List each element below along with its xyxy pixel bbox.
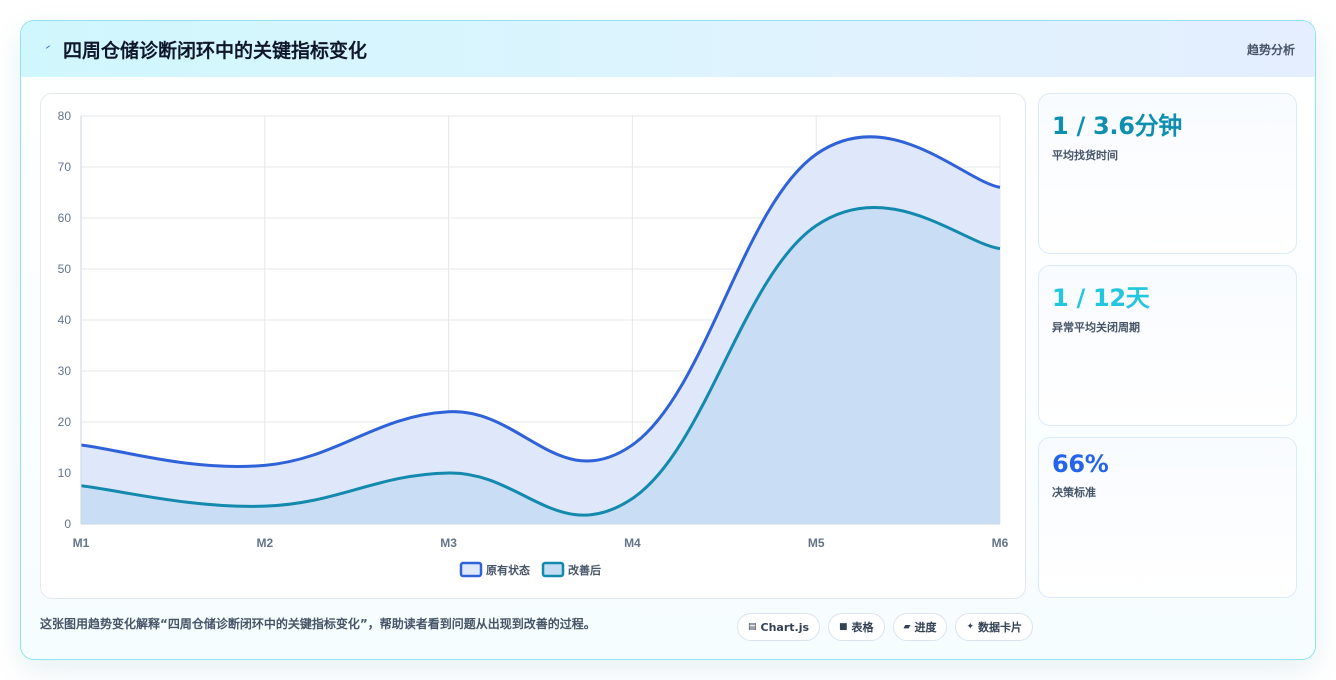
progress-icon: ▰ [903, 622, 911, 632]
card-header: 四周仓储诊断闭环中的关键指标变化 趋势分析 [21, 21, 1315, 77]
y-tick-label: 70 [58, 160, 72, 174]
data-point [447, 410, 450, 413]
tool-chips: ▤ Chart.js ■ 表格 ▰ 进度 ✦ 数据卡片 [737, 613, 1034, 641]
area-chart: 0 10 20 30 40 50 60 70 80 M1 M2 M3 M4 M5 M6 原有状态 改善后 [58, 109, 1009, 578]
data-point [815, 224, 818, 227]
chart-panel: 0 10 20 30 40 50 60 70 80 M1 M2 M3 M4 M5 M6 原有状态 改善后 [40, 93, 1026, 599]
series-line-0 [80, 135, 1001, 469]
data-point [999, 247, 1002, 250]
chip-data-card[interactable]: ✦ 数据卡片 [955, 613, 1034, 641]
title-wrap: 四周仓储诊断闭环中的关键指标变化 [41, 36, 367, 63]
series-line-1 [80, 206, 1001, 517]
kpi-label: 平均找货时间 [1052, 149, 1118, 162]
chart-icon: ▤ [748, 622, 757, 632]
x-tick-label: M1 [73, 536, 90, 550]
kpi-card-exception-close-cycle: 1 / 12天 异常平均关闭周期 [1038, 265, 1297, 426]
data-point [263, 505, 266, 508]
kpi-value: 1 / 12天 [1052, 284, 1150, 312]
x-tick-label: M6 [992, 536, 1009, 550]
series-area-1 [81, 207, 1000, 524]
trend-analysis-tag: 趋势分析 [1246, 42, 1295, 57]
chip-label: Chart.js [760, 620, 810, 634]
kpi-card-decision-standard: 66% 决策标准 [1038, 437, 1297, 598]
legend-label: 原有状态 [486, 563, 530, 577]
y-tick-label: 0 [64, 517, 71, 531]
chip-chartjs[interactable]: ▤ Chart.js [737, 613, 821, 641]
kpi-card-avg-pick-time: 1 / 3.6分钟 平均找货时间 [1038, 93, 1297, 254]
page-title: 四周仓储诊断闭环中的关键指标变化 [63, 39, 368, 62]
data-point [447, 472, 450, 475]
kpi-value: 1 / 3.6分钟 [1052, 112, 1182, 140]
data-point [263, 464, 266, 467]
chart-card: 四周仓储诊断闭环中的关键指标变化 趋势分析 0 10 20 30 40 50 60 70 80 M… [20, 20, 1316, 660]
data-point [631, 497, 634, 500]
x-tick-label: M2 [256, 536, 273, 550]
x-tick-label: M3 [440, 536, 457, 550]
data-point [999, 186, 1002, 189]
card-icon: ✦ [966, 622, 975, 632]
y-tick-label: 60 [58, 211, 72, 225]
legend-swatch [541, 561, 565, 578]
chip-label: 数据卡片 [978, 621, 1023, 634]
y-tick-label: 30 [58, 364, 72, 378]
lightning-icon [41, 40, 55, 58]
legend-swatch [459, 561, 483, 578]
chip-label: 表格 [851, 621, 874, 634]
legend-label: 改善后 [568, 563, 601, 577]
data-point [815, 153, 818, 156]
table-icon: ■ [839, 622, 848, 632]
chip-progress[interactable]: ▰ 进度 [892, 613, 948, 641]
data-point [631, 443, 634, 446]
x-tick-label: M4 [624, 536, 641, 550]
kpi-label: 异常平均关闭周期 [1052, 321, 1140, 334]
y-tick-label: 10 [58, 466, 72, 480]
kpi-value: 66% [1052, 450, 1109, 478]
y-tick-label: 40 [58, 313, 72, 327]
kpi-label: 决策标准 [1052, 486, 1096, 499]
chart-description: 这张图用趋势变化解释“四周仓储诊断闭环中的关键指标变化”，帮助读者看到问题从出现… [40, 617, 596, 631]
y-tick-label: 50 [58, 262, 72, 276]
chip-label: 进度 [914, 621, 937, 634]
y-tick-label: 80 [58, 109, 72, 123]
chip-table[interactable]: ■ 表格 [828, 613, 885, 641]
y-tick-label: 20 [58, 415, 72, 429]
x-tick-label: M5 [808, 536, 825, 550]
